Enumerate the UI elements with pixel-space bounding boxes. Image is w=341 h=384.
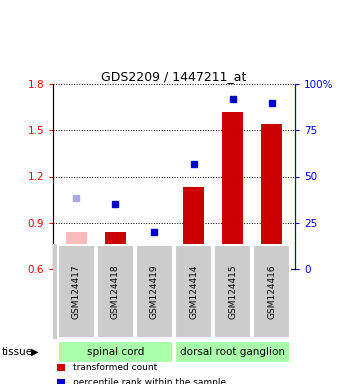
Text: GSM124418: GSM124418 [111,264,120,319]
Bar [253,245,290,338]
Bar [144,258,165,269]
Bar [222,112,243,269]
Bar [57,364,64,371]
Bar [136,245,173,338]
Text: GSM124419: GSM124419 [150,264,159,319]
Text: dorsal root ganglion: dorsal root ganglion [180,347,285,357]
Bar [57,379,64,384]
Text: GSM124416: GSM124416 [267,264,276,319]
Bar [214,245,251,338]
Text: GSM124414: GSM124414 [189,264,198,319]
Text: ▶: ▶ [31,347,38,357]
Title: GDS2209 / 1447211_at: GDS2209 / 1447211_at [101,70,247,83]
Text: GSM124415: GSM124415 [228,264,237,319]
Bar [66,232,87,269]
Bar [58,245,95,338]
Text: percentile rank within the sample: percentile rank within the sample [73,378,226,384]
Bar [97,245,134,338]
Bar [58,341,173,363]
Text: GSM124417: GSM124417 [72,264,81,319]
Text: tissue: tissue [2,347,33,357]
Bar [105,232,126,269]
Text: transformed count: transformed count [73,363,158,372]
Bar [183,187,204,269]
Text: spinal cord: spinal cord [87,347,144,357]
Bar [261,124,282,269]
Bar [175,341,290,363]
Bar [175,245,212,338]
